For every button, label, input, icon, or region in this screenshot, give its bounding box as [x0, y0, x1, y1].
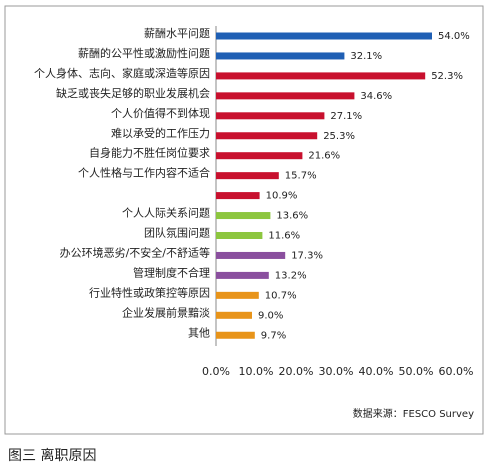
x-tick-label: 60.0%: [439, 365, 474, 378]
caption: 图三 离职原因: [8, 447, 96, 464]
y-tick-label: 薪酬的公平性或激励性问题: [78, 46, 210, 60]
y-tick-label: 企业发展前景黯淡: [122, 305, 210, 319]
data-label: 11.6%: [268, 231, 300, 242]
data-label: 32.1%: [350, 51, 382, 62]
source: 数据来源：FESCO Survey: [353, 407, 474, 420]
data-label: 9.0%: [258, 310, 283, 321]
x-tick-label: 0.0%: [202, 365, 230, 378]
bar: [216, 192, 260, 200]
bar: [216, 291, 259, 299]
y-tick-label: 薪酬水平问题: [144, 27, 210, 40]
x-tick-label: 30.0%: [319, 365, 354, 378]
data-label: 17.3%: [291, 250, 323, 261]
frame: [4, 5, 484, 435]
bar: [216, 152, 303, 160]
data-label: 54.0%: [438, 31, 470, 42]
data-label: 10.7%: [265, 290, 297, 301]
y-tick-label: 管理制度不合理: [133, 265, 210, 279]
y-tick-label: 办公环境恶劣/不安全/不舒适等: [60, 245, 210, 259]
bar: [216, 271, 269, 279]
y-tick-label: 难以承受的工作压力: [111, 126, 210, 140]
bar: [216, 311, 252, 319]
data-label: 10.9%: [266, 191, 298, 202]
bar: [216, 92, 355, 100]
bar: [216, 172, 279, 180]
data-label: 21.6%: [308, 151, 340, 162]
y-tick-label: 行业特性或政策控等原因: [89, 285, 210, 299]
y-tick-label: 自身能力不胜任岗位要求: [89, 146, 210, 160]
y-tick-label: 缺乏或丧失足够的职业发展机会: [56, 86, 210, 100]
y-tick-label: 个人性格与工作内容不适合: [78, 166, 210, 180]
data-label: 13.2%: [275, 270, 307, 281]
y-tick-label: 团队氛围问题: [144, 226, 210, 240]
bar: [216, 52, 345, 60]
bar: [216, 72, 426, 80]
bar: [216, 331, 255, 339]
data-label: 27.1%: [330, 111, 362, 122]
data-label: 13.6%: [276, 211, 308, 222]
x-tick-label: 40.0%: [359, 365, 394, 378]
bar: [216, 132, 318, 140]
y-tick-label: 个人身体、志向、家庭或深造等原因: [34, 66, 210, 80]
y-tick-label: 其他: [188, 326, 210, 339]
data-label: 9.7%: [261, 330, 286, 341]
bar: [216, 212, 271, 220]
bar: [216, 32, 432, 40]
data-label: 34.6%: [360, 91, 392, 102]
data-label: 52.3%: [431, 71, 463, 82]
x-tick-label: 50.0%: [399, 365, 434, 378]
data-label: 15.7%: [285, 171, 317, 182]
data-label: 25.3%: [323, 131, 355, 142]
y-tick-label: 个人价值得不到体现: [111, 106, 210, 120]
bar: [216, 251, 286, 259]
bar: [216, 232, 263, 239]
x-tick-label: 20.0%: [279, 365, 314, 378]
bar: [216, 112, 325, 120]
y-tick-label: 个人人际关系问题: [122, 206, 210, 220]
x-tick-label: 10.0%: [239, 365, 274, 378]
